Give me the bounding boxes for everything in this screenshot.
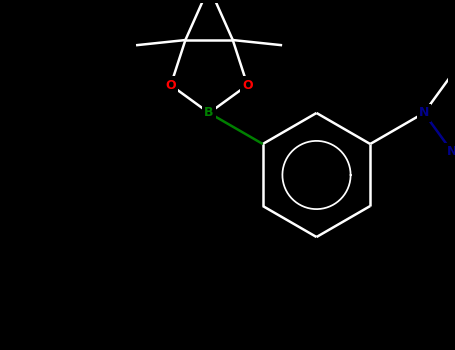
Text: N: N [447, 145, 455, 158]
Text: O: O [166, 79, 176, 92]
Text: B: B [204, 106, 214, 119]
Text: O: O [242, 79, 253, 92]
Text: N: N [419, 106, 429, 119]
